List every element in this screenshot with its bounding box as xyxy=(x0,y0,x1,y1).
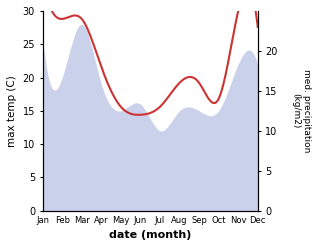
X-axis label: date (month): date (month) xyxy=(109,230,191,240)
Y-axis label: max temp (C): max temp (C) xyxy=(7,75,17,147)
Y-axis label: med. precipitation
(kg/m2): med. precipitation (kg/m2) xyxy=(292,69,311,152)
